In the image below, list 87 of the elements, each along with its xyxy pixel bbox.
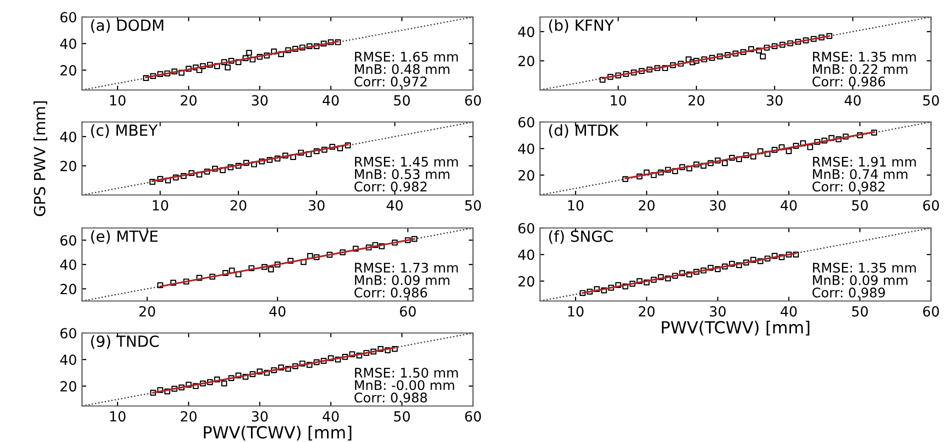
x-tick-label: 50	[923, 95, 939, 106]
chart-title: (e) MTVE	[91, 230, 158, 244]
annotation: Corr: 0.982	[812, 182, 885, 192]
annotation: MnB: 0.53 mm	[355, 169, 450, 180]
annotation: Corr: 0.982	[354, 182, 427, 192]
annotation: Corr: 0.986	[812, 76, 885, 87]
chart-title: (d) MTDK	[549, 124, 619, 138]
x-tick-label: 20	[180, 411, 197, 422]
x-tick-label: 30	[766, 95, 783, 106]
y-tick-label: 40	[518, 26, 534, 38]
chart-title: (9) TNDC	[91, 335, 159, 349]
y-tick-label: 20	[518, 56, 534, 66]
x-tick-label: 10	[568, 306, 584, 317]
y-tick-label: 60	[60, 12, 76, 22]
y-tick-label: 60	[518, 222, 534, 234]
y-tick-label: 60	[60, 235, 76, 246]
chart-title: (f) SNGC	[549, 230, 613, 244]
chart-title: (b) KFNY	[549, 19, 614, 33]
x-tick-label: 30	[710, 306, 726, 317]
x-tick-label: 50	[852, 306, 868, 317]
y-tick-label: 20	[60, 65, 76, 76]
y-tick-label: 60	[60, 328, 76, 338]
x-tick-label: 30	[710, 200, 726, 211]
chart-title: (a) DODM	[91, 19, 164, 33]
y-tick-label: 20	[60, 284, 76, 294]
x-tick-label: 10	[568, 200, 584, 211]
annotation: MnB: 0.74 mm	[813, 169, 908, 180]
x-tick-label: 50	[852, 200, 868, 211]
y-tick-label: 40	[60, 132, 76, 142]
x-tick-label: 40	[322, 95, 339, 106]
annotation: RMSE: 1.73 mm	[355, 262, 458, 273]
x-tick-label: 60	[923, 306, 939, 317]
annotation: MnB: 0.22 mm	[813, 64, 908, 74]
annotation: Corr: 0.986	[354, 288, 427, 298]
x-tick-label: 10	[152, 200, 168, 211]
x-tick-label: 40	[322, 411, 339, 422]
x-tick-label: 20	[230, 200, 246, 211]
x-tick-label: 40	[780, 306, 797, 317]
annotation: Corr: 0.988	[354, 392, 427, 403]
x-tick-label: 20	[638, 306, 655, 317]
x-tick-label: 40	[780, 200, 797, 211]
y-tick-label: 20	[518, 276, 534, 287]
x-tick-label: 50	[394, 95, 410, 106]
annotation: RMSE: 1.50 mm	[355, 368, 458, 378]
x-axis-title: PWV(TCWV) [mm]	[204, 426, 352, 441]
x-tick-label: 10	[110, 95, 126, 106]
x-tick-label: 60	[400, 306, 416, 317]
y-axis-title: GPS PWV [mm]	[34, 101, 48, 216]
x-tick-label: 20	[180, 95, 197, 106]
x-tick-label: 10	[610, 95, 626, 106]
y-tick-label: 60	[518, 116, 534, 128]
y-tick-label: 20	[60, 381, 76, 392]
x-tick-label: 50	[465, 200, 481, 211]
y-tick-label: 20	[518, 170, 534, 181]
y-tick-label: 40	[518, 250, 534, 260]
x-tick-label: 30	[252, 95, 268, 106]
annotation: RMSE: 1.35 mm	[813, 262, 916, 273]
x-tick-label: 40	[844, 95, 861, 106]
x-tick-label: 60	[923, 200, 939, 211]
y-tick-label: 40	[518, 144, 534, 154]
annotation: MnB: 0.48 mm	[355, 64, 450, 74]
annotation: MnB: 0.09 mm	[355, 275, 450, 286]
x-tick-label: 50	[394, 411, 410, 422]
x-tick-label: 20	[638, 200, 655, 211]
x-tick-label: 30	[308, 200, 325, 211]
x-tick-label: 20	[139, 306, 156, 317]
annotation: Corr: 0.989	[812, 288, 885, 298]
annotation: RMSE: 1.91 mm	[813, 156, 916, 167]
x-tick-label: 40	[386, 200, 403, 211]
x-tick-label: 20	[688, 95, 704, 106]
x-axis-title: PWV(TCWV) [mm]	[662, 320, 810, 336]
annotation: Corr: 0.972	[354, 76, 427, 87]
annotation: RMSE: 1.45 mm	[355, 156, 458, 167]
x-tick-label: 60	[465, 95, 481, 106]
annotation: MnB: 0.09 mm	[813, 275, 908, 286]
y-tick-label: 20	[60, 160, 76, 172]
annotation: RMSE: 1.65 mm	[355, 52, 458, 62]
annotation: MnB: -0.00 mm	[355, 380, 454, 390]
y-tick-label: 40	[60, 354, 76, 366]
annotation: RMSE: 1.35 mm	[813, 52, 916, 62]
x-tick-label: 30	[252, 411, 268, 422]
x-tick-label: 10	[110, 411, 126, 422]
y-tick-label: 40	[60, 38, 76, 50]
x-tick-label: 60	[465, 411, 481, 422]
x-tick-label: 40	[269, 306, 286, 317]
y-tick-label: 40	[60, 259, 76, 270]
chart-title: (c) MBEY	[91, 124, 158, 138]
